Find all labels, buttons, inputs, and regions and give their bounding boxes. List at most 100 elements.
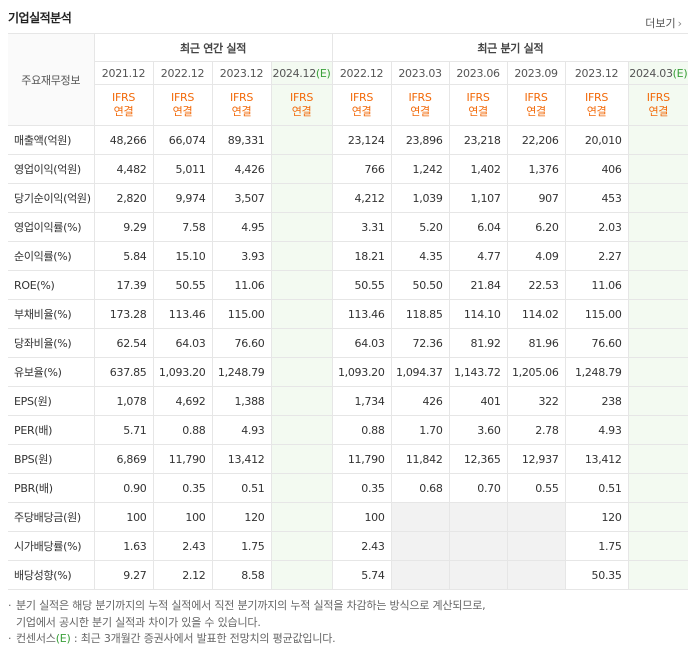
value-cell: 2.78 bbox=[506, 415, 566, 445]
empty-cell bbox=[270, 473, 333, 503]
period: 2022.12 bbox=[331, 61, 392, 85]
empty-cell bbox=[627, 357, 689, 387]
basis-standard: IFRS bbox=[230, 91, 253, 104]
column-group: 최근 분기 실적 bbox=[331, 33, 689, 62]
row-label: 순이익률(%) bbox=[8, 241, 95, 271]
value-cell: 62.54 bbox=[93, 328, 154, 358]
row-label: 유보율(%) bbox=[8, 357, 95, 387]
basis-standard: IFRS bbox=[408, 91, 432, 104]
more-arrow[interactable]: › bbox=[677, 17, 682, 30]
empty-cell bbox=[448, 560, 508, 590]
empty-cell bbox=[270, 183, 333, 213]
value-cell: 12,365 bbox=[448, 444, 508, 474]
basis-standard: IFRS bbox=[171, 91, 194, 104]
row-label: 당기순이익(억원) bbox=[8, 183, 95, 213]
value-cell: 637.85 bbox=[93, 357, 154, 387]
period: 2024.03(E) bbox=[627, 61, 689, 85]
value-cell: 64.03 bbox=[331, 328, 392, 358]
more-link[interactable]: 더보기 › bbox=[645, 15, 682, 31]
value-cell: 1.75 bbox=[211, 531, 272, 561]
period: 2023.03 bbox=[390, 61, 450, 85]
basis-row: IFRS 연결 IFRS 연결 IFRS 연결 IFRS 연결 IFRS 연결 IFRS 연결 IFRS… bbox=[8, 84, 689, 126]
value-cell: 5,011 bbox=[152, 154, 213, 184]
empty-cell bbox=[627, 212, 689, 242]
empty-cell bbox=[627, 560, 689, 590]
value-cell: 17.39 bbox=[93, 270, 154, 300]
value-cell: 64.03 bbox=[152, 328, 213, 358]
empty-cell bbox=[270, 415, 333, 445]
value-cell: 0.51 bbox=[211, 473, 272, 503]
basis-scope: 연결 bbox=[526, 105, 546, 118]
empty-cell bbox=[506, 531, 566, 561]
value-cell: 1,248.79 bbox=[564, 357, 629, 387]
value-cell: 66,074 bbox=[152, 125, 213, 155]
value-cell: 21.84 bbox=[448, 270, 508, 300]
more-text[interactable]: 더보기 bbox=[645, 17, 676, 30]
value-cell: 1,094.37 bbox=[390, 357, 450, 387]
row-label: 당좌비율(%) bbox=[8, 328, 95, 358]
basis: IFRS 연결 bbox=[270, 84, 333, 126]
basis-scope: 연결 bbox=[172, 105, 193, 118]
value-cell: 72.36 bbox=[390, 328, 450, 358]
empty-cell bbox=[627, 415, 689, 445]
basis-standard: IFRS bbox=[646, 91, 670, 104]
value-cell: 1,734 bbox=[331, 386, 392, 416]
empty-cell bbox=[627, 183, 689, 213]
value-cell: 453 bbox=[564, 183, 629, 213]
estimate-mark: (E) bbox=[315, 66, 331, 80]
note-text: : 최근 3개월간 증권사에서 발표한 전망치의 평균값입니다. bbox=[70, 632, 336, 645]
value-cell: 2.12 bbox=[152, 560, 213, 590]
empty-cell bbox=[270, 444, 333, 474]
data-row: 시가배당률(%) 1.63 2.43 1.75 2.43 1.75 bbox=[8, 531, 689, 561]
row-label: PBR(배) bbox=[8, 473, 95, 503]
basis: IFRS 연결 bbox=[564, 84, 629, 126]
data-row: 영업이익률(%) 9.29 7.58 4.95 3.31 5.20 6.04 6.20 2.03 bbox=[8, 212, 689, 242]
empty-cell bbox=[390, 531, 450, 561]
empty-cell bbox=[627, 241, 689, 271]
note-prefix: 컨센서스 bbox=[16, 632, 56, 645]
note-bullet: · bbox=[8, 632, 12, 645]
empty-cell bbox=[270, 531, 333, 561]
value-cell: 3,507 bbox=[211, 183, 272, 213]
note: · 컨센서스(E) : 최근 3개월간 증권사에서 발표한 전망치의 평균값입니다… bbox=[8, 631, 688, 648]
period-date: 2024.03 bbox=[629, 66, 673, 80]
basis-scope: 연결 bbox=[113, 105, 134, 118]
basis-standard: IFRS bbox=[466, 91, 490, 104]
value-cell: 6.20 bbox=[506, 212, 566, 242]
row-label: 영업이익(억원) bbox=[8, 154, 95, 184]
value-cell: 5.71 bbox=[93, 415, 154, 445]
value-cell: 4.35 bbox=[390, 241, 450, 271]
row-label: EPS(원) bbox=[8, 386, 95, 416]
value-cell: 8.58 bbox=[211, 560, 272, 590]
empty-cell bbox=[627, 473, 689, 503]
value-cell: 20,010 bbox=[564, 125, 629, 155]
empty-cell bbox=[270, 241, 333, 271]
value-cell: 114.10 bbox=[448, 299, 508, 329]
note-line: 기업에서 공시한 분기 실적과 차이가 있을 수 있습니다. bbox=[16, 615, 261, 629]
value-cell: 1,107 bbox=[448, 183, 508, 213]
basis: IFRS 연결 bbox=[93, 84, 154, 126]
period-date: 2023.12 bbox=[574, 66, 619, 80]
value-cell: 766 bbox=[331, 154, 392, 184]
period-row: 2021.12 2022.12 2023.12 2024.12(E) 2022.12 20… bbox=[8, 61, 689, 85]
value-cell: 4.09 bbox=[506, 241, 566, 271]
value-cell: 115.00 bbox=[211, 299, 272, 329]
row-label: 영업이익률(%) bbox=[8, 212, 95, 242]
basis: IFRS 연결 bbox=[448, 84, 508, 126]
period: 2021.12 bbox=[93, 61, 154, 85]
section-title: 기업실적분석 bbox=[8, 11, 72, 25]
basis: IFRS 연결 bbox=[627, 84, 689, 126]
value-cell: 1.75 bbox=[564, 531, 629, 561]
value-cell: 9,974 bbox=[152, 183, 213, 213]
value-cell: 115.00 bbox=[564, 299, 629, 329]
data-row: PBR(배) 0.90 0.35 0.51 0.35 0.68 0.70 0.55 0.51 bbox=[8, 473, 689, 503]
value-cell: 118.85 bbox=[390, 299, 450, 329]
value-cell: 50.55 bbox=[331, 270, 392, 300]
row-label: 주당배당금(원) bbox=[8, 502, 95, 532]
value-cell: 23,124 bbox=[331, 125, 392, 155]
empty-cell bbox=[270, 212, 333, 242]
value-cell: 907 bbox=[506, 183, 566, 213]
empty-cell bbox=[390, 502, 450, 532]
empty-cell bbox=[270, 502, 333, 532]
value-cell: 1,093.20 bbox=[152, 357, 213, 387]
